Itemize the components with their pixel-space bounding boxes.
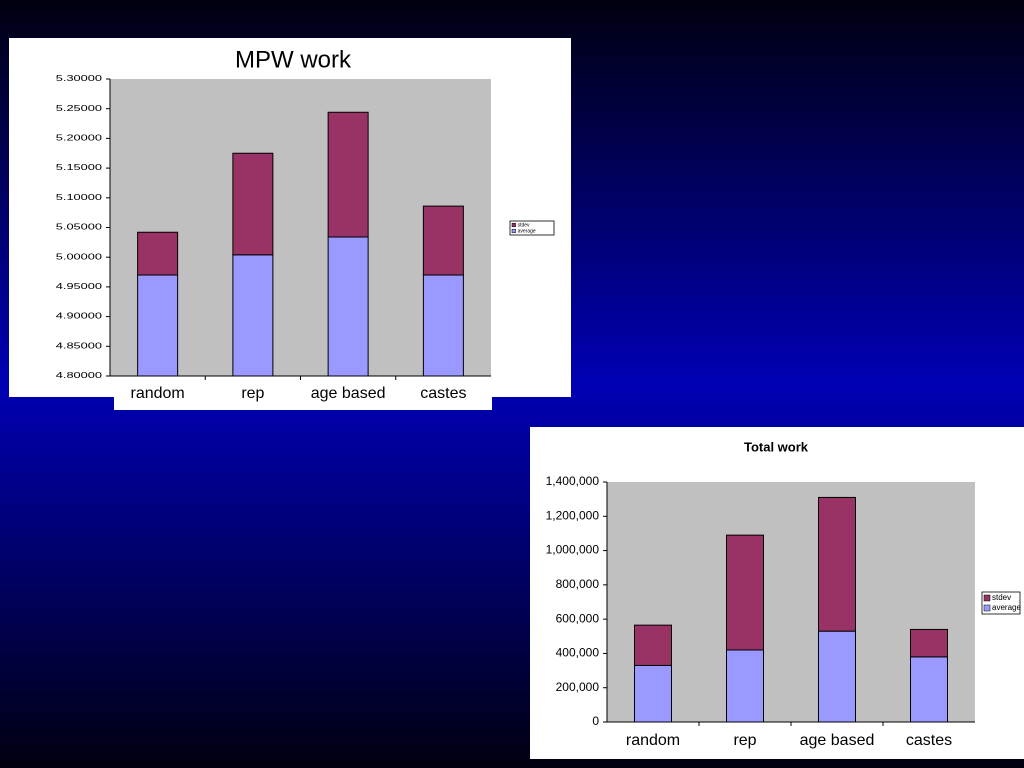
y-tick-label: 4.85000: [56, 342, 102, 351]
bar-segment: [818, 496, 856, 632]
y-tick-label: 5.05000: [56, 223, 102, 232]
bar-segment: [422, 274, 464, 377]
y-tick-label: 5.00000: [56, 253, 102, 262]
category-band: [114, 378, 492, 410]
bar-segment: [232, 254, 274, 377]
y-tick-label: 5.15000: [56, 163, 102, 172]
bar-segment: [422, 205, 464, 276]
x-tick-label: rep: [733, 732, 756, 749]
x-tick-label: random: [626, 732, 680, 749]
bar-segment: [327, 236, 369, 377]
bar-segment: [137, 231, 179, 276]
bar-segment: [232, 152, 274, 256]
legend-box: [509, 220, 555, 236]
x-tick-label: castes: [420, 385, 466, 402]
y-tick-label: 5.30000: [56, 74, 102, 83]
legend-swatch: [983, 594, 991, 602]
x-tick-label: age based: [311, 385, 386, 402]
legend-swatch: [511, 228, 516, 234]
x-tick-label: age based: [800, 732, 875, 749]
bar-segment: [726, 649, 764, 723]
y-tick-label: 5.25000: [56, 104, 102, 113]
y-tick-label: 5.20000: [56, 134, 102, 143]
chart-title: Total work: [744, 439, 809, 454]
legend-swatch: [983, 604, 991, 612]
x-tick-label: castes: [906, 732, 952, 749]
y-tick-label: 5.10000: [56, 193, 102, 202]
legend-label: average: [992, 603, 1021, 612]
legend-label: average: [518, 228, 536, 234]
y-tick-label: 200,000: [556, 680, 600, 694]
y-tick-label: 4.80000: [56, 371, 102, 380]
legend-swatch: [511, 222, 516, 228]
chart-title: MPW work: [235, 46, 352, 73]
y-tick-label: 600,000: [556, 611, 600, 625]
y-tick-label: 1,200,000: [546, 508, 600, 522]
y-tick-label: 800,000: [556, 577, 600, 591]
bar-segment: [634, 664, 672, 723]
y-tick-label: 1,400,000: [546, 474, 600, 488]
bar-segment: [726, 534, 764, 651]
y-tick-label: 1,000,000: [546, 543, 600, 557]
x-tick-label: rep: [241, 385, 264, 402]
x-tick-label: random: [131, 385, 185, 402]
legend-label: stdev: [992, 593, 1011, 602]
y-tick-label: 0: [592, 714, 599, 728]
bar-segment: [818, 630, 856, 723]
y-tick-label: 4.95000: [56, 282, 102, 291]
title-box: [224, 44, 362, 78]
bar-segment: [327, 111, 369, 238]
bar-segment: [137, 274, 179, 377]
bar-segment: [910, 656, 948, 723]
bar-segment: [910, 628, 948, 658]
y-tick-label: 400,000: [556, 646, 600, 660]
legend-label: stdev: [518, 222, 530, 228]
y-tick-label: 4.90000: [56, 312, 102, 321]
bar-segment: [634, 624, 672, 666]
legend-box: [981, 591, 1021, 615]
